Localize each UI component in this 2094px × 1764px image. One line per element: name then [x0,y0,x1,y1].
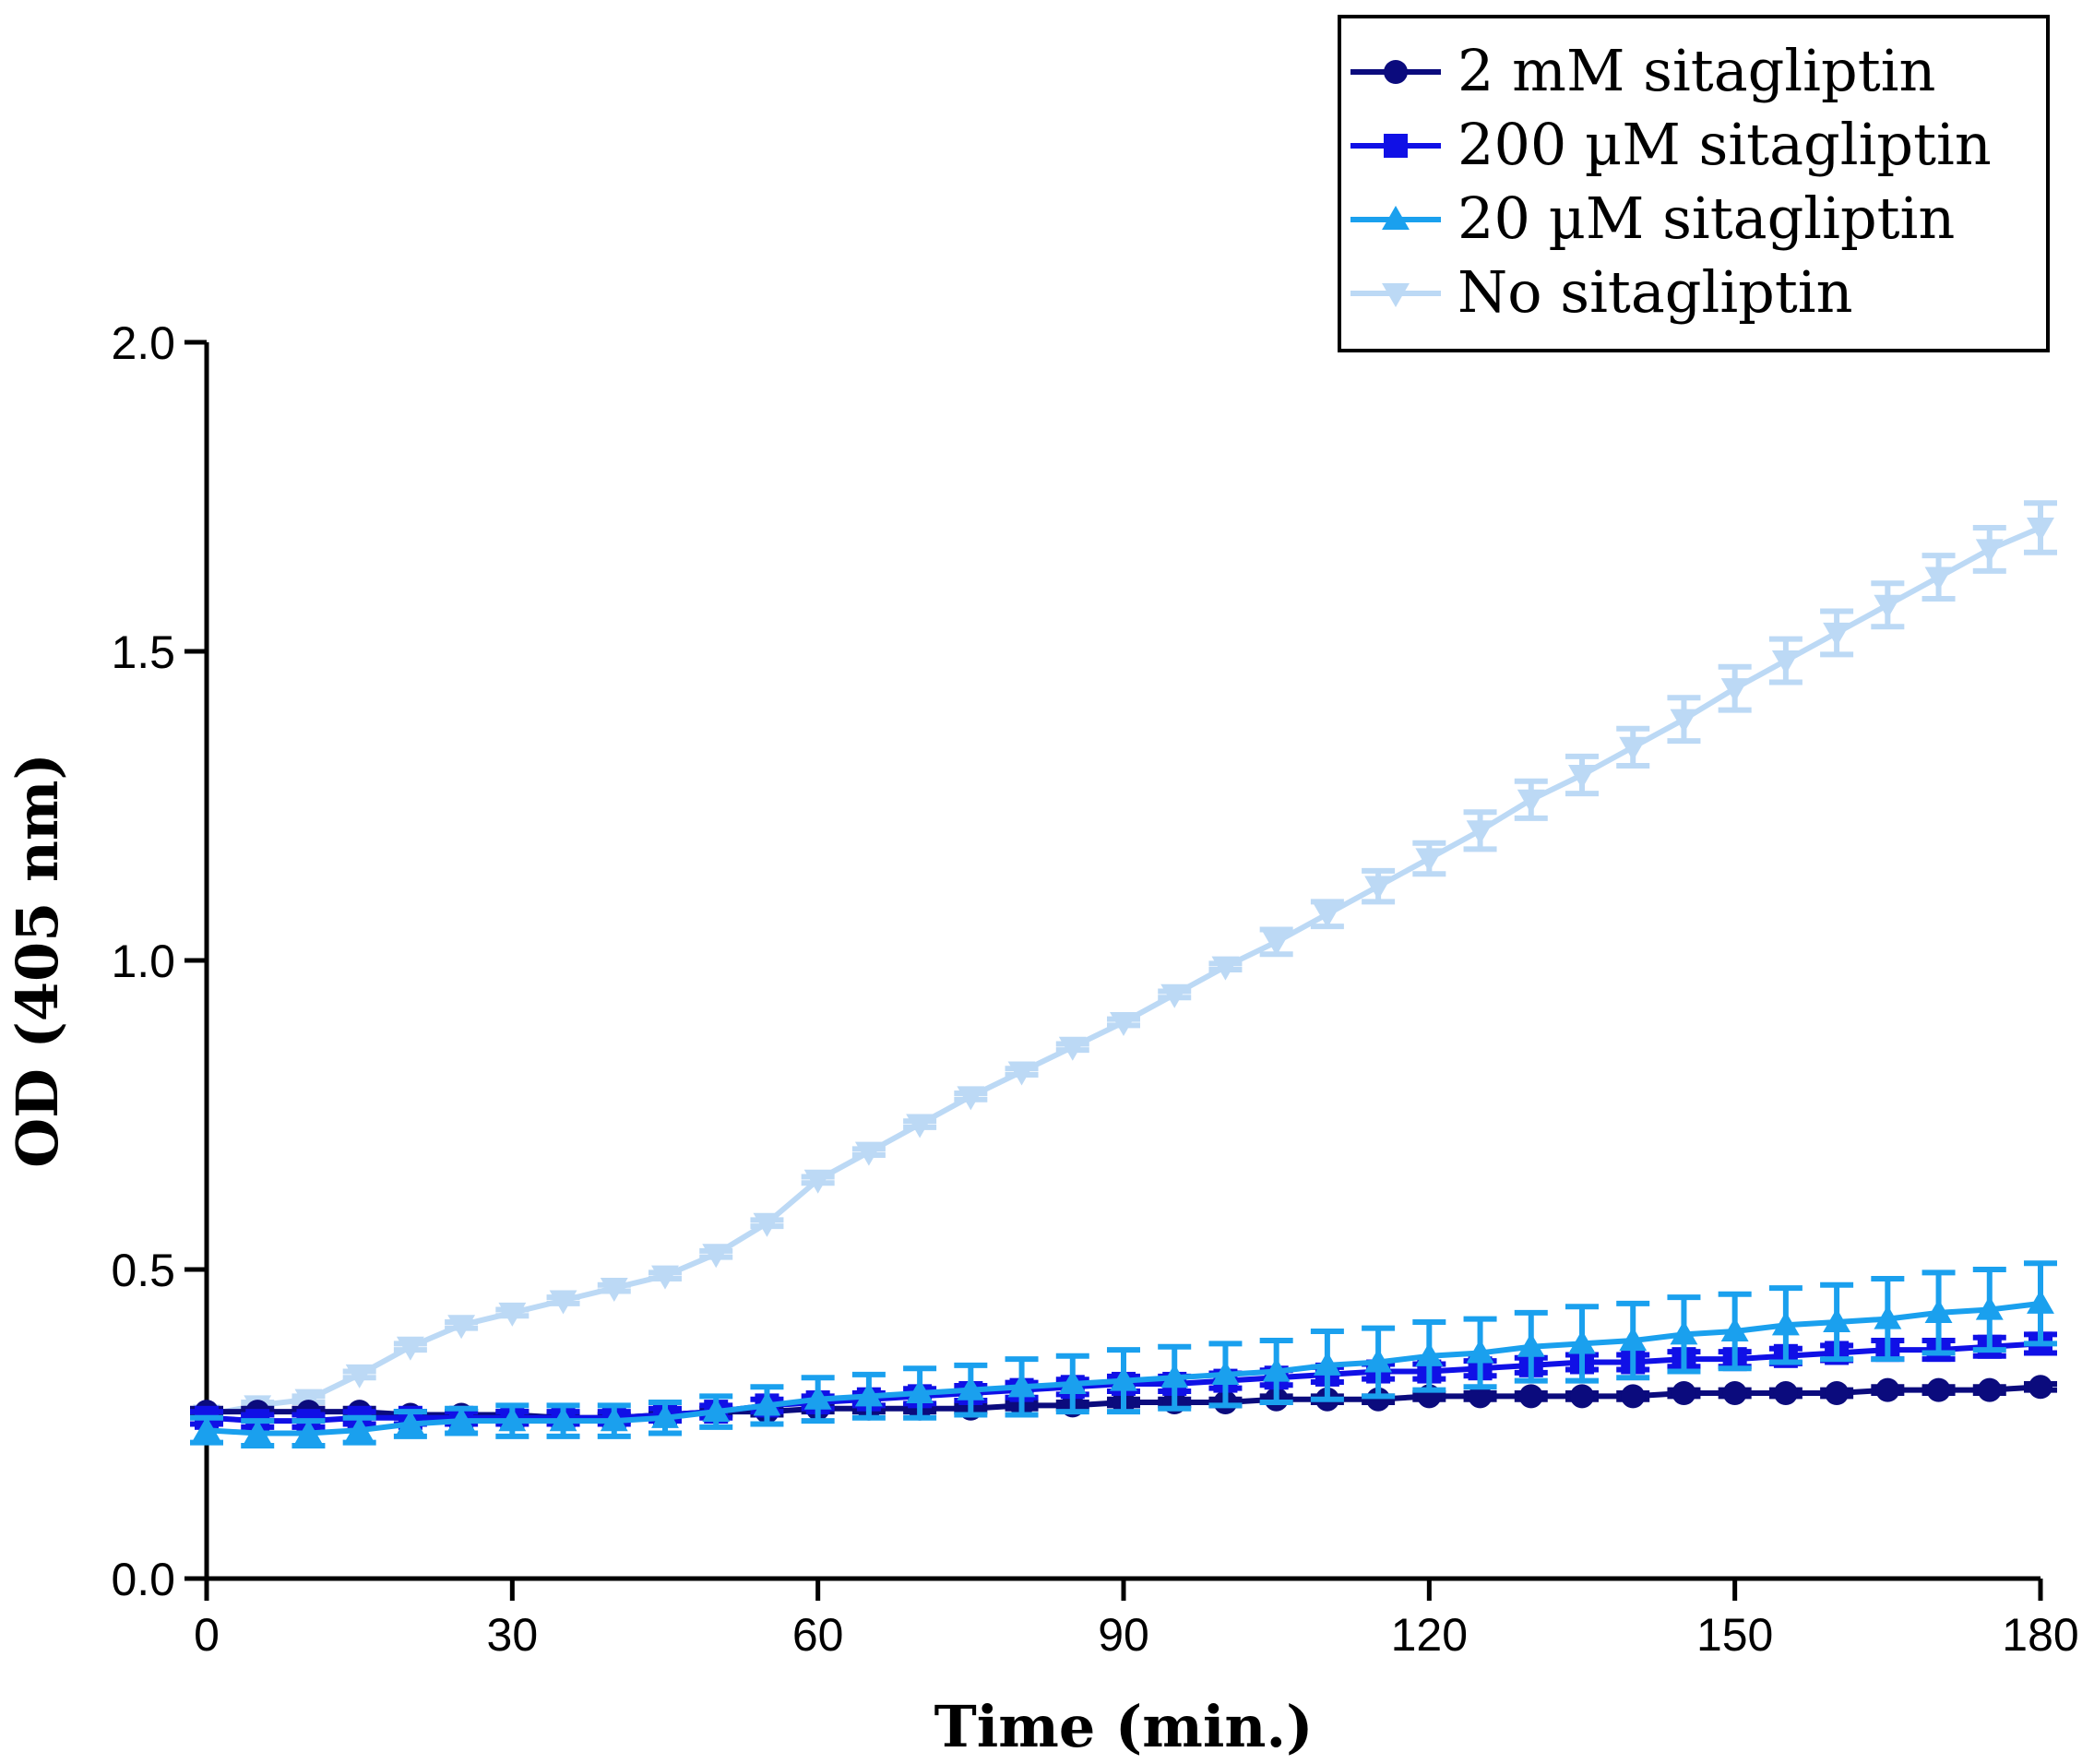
x-tick-label: 90 [1098,1609,1149,1661]
x-tick-label: 0 [194,1609,220,1661]
legend-label: 200 µM sitagliptin [1457,111,1992,178]
data-point [1874,595,1901,619]
x-tick-label: 180 [2002,1609,2078,1661]
data-point [1467,820,1494,844]
data-point [1723,1381,1747,1405]
y-tick-label: 1.0 [111,936,175,987]
legend: 2 mM sitagliptin 200 µM sitagliptin 20 µM … [1339,17,2048,351]
data-point [1570,1384,1594,1408]
legend-marker [1384,60,1408,84]
data-point [1721,678,1749,702]
data-point [2029,1375,2052,1399]
x-tick-label: 60 [792,1609,844,1661]
data-point [2027,1290,2054,1314]
data-point [1517,790,1545,814]
series-line [207,528,2040,1414]
data-point [1978,1378,2002,1402]
data-point [1875,1378,1899,1402]
data-point [1825,1381,1849,1405]
legend-label: 20 µM sitagliptin [1457,185,1955,252]
data-point [1619,737,1647,761]
data-point [1670,709,1697,733]
series-layer [190,503,2057,1446]
od-time-chart: 0.0 0.5 1.0 1.5 2.0 0 30 60 90 120 150 180 Time (m… [0,0,2094,1764]
data-point [1774,1381,1798,1405]
axes: 0.0 0.5 1.0 1.5 2.0 0 30 60 90 120 150 180 [111,317,2078,1661]
chart-figure: 0.0 0.5 1.0 1.5 2.0 0 30 60 90 120 150 180 Time (m… [0,0,2094,1764]
data-point [1672,1381,1695,1405]
data-point [1519,1384,1543,1408]
data-point [1415,848,1443,872]
data-point [1925,567,1953,591]
legend-marker [1384,134,1408,158]
data-point [1621,1384,1645,1408]
legend-label: 2 mM sitagliptin [1457,37,1935,104]
y-tick-label: 0.0 [111,1554,175,1605]
x-ticks: 0 30 60 90 120 150 180 [194,1579,2079,1661]
data-point [1927,1378,1951,1402]
x-tick-label: 120 [1391,1609,1468,1661]
data-point [1976,539,2004,563]
data-point [1823,623,1850,647]
x-tick-label: 150 [1696,1609,1773,1661]
x-axis-title: Time (min.) [934,1693,1314,1760]
y-axis-title: OD (405 nm) [4,753,71,1168]
y-tick-label: 0.5 [111,1245,175,1296]
data-point [1364,876,1392,900]
x-tick-label: 30 [487,1609,539,1661]
data-point [1772,650,1800,674]
y-tick-label: 1.5 [111,626,175,678]
y-tick-label: 2.0 [111,317,175,369]
legend-label: No sitagliptin [1457,258,1853,326]
